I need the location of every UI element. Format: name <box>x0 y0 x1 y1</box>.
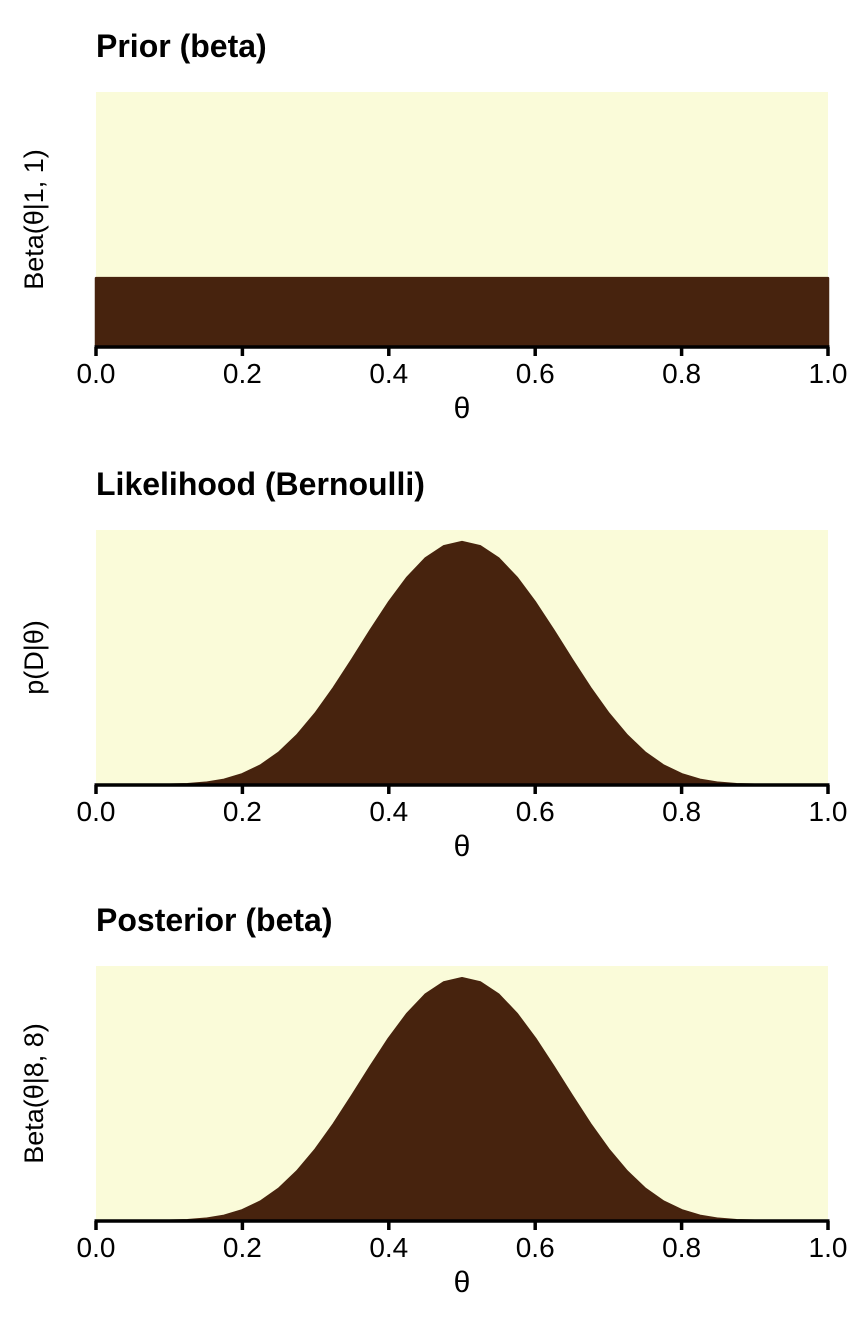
x-tick-label: 1.0 <box>808 796 848 827</box>
x-tick-label: 0.2 <box>222 1232 262 1263</box>
panel-posterior: Posterior (beta) Beta(θ|8, 8) 0.0 0.2 0.4 0… <box>0 874 864 1322</box>
y-axis-label-posterior: Beta(θ|8, 8) <box>18 1023 49 1164</box>
x-tick-label: 0.0 <box>76 796 116 827</box>
x-axis-ticks-likelihood: 0.0 0.2 0.4 0.6 0.8 1.0 <box>77 796 848 830</box>
x-tick-label: 1.0 <box>808 1232 848 1263</box>
x-axis-ticks-prior: 0.0 0.2 0.4 0.6 0.8 1.0 <box>77 358 848 392</box>
x-axis-label-posterior: θ <box>453 1266 471 1299</box>
x-axis-ticks-posterior: 0.0 0.2 0.4 0.6 0.8 1.0 <box>77 1232 848 1266</box>
y-axis-label-prior: Beta(θ|1, 1) <box>18 149 49 290</box>
chart-canvas-prior <box>94 92 830 356</box>
x-tick-label: 0.4 <box>369 796 409 827</box>
x-tick-label: 0.6 <box>515 796 555 827</box>
x-tick-label: 0.0 <box>76 1232 116 1263</box>
x-tick-label: 0.8 <box>662 358 702 389</box>
x-tick-label: 0.6 <box>515 358 555 389</box>
x-axis-label-likelihood: θ <box>453 830 471 863</box>
y-axis-label-box: Beta(θ|1, 1) <box>6 92 62 347</box>
plot-area-prior <box>94 92 830 356</box>
chart-canvas-posterior <box>94 966 830 1230</box>
x-axis-label-prior: θ <box>453 392 471 425</box>
x-tick-label: 0.2 <box>222 358 262 389</box>
x-tick-label: 0.4 <box>369 358 409 389</box>
x-tick-label: 1.0 <box>808 358 848 389</box>
x-tick-label: 0.2 <box>222 796 262 827</box>
panel-likelihood: Likelihood (Bernoulli) p(D|θ) 0.0 0.2 0.4 0… <box>0 438 864 886</box>
chart-canvas-likelihood <box>94 530 830 794</box>
y-axis-label-box: Beta(θ|8, 8) <box>6 966 62 1221</box>
x-tick-label: 0.4 <box>369 1232 409 1263</box>
x-tick-label: 0.0 <box>76 358 116 389</box>
x-tick-label: 0.8 <box>662 796 702 827</box>
panel-title-prior: Prior (beta) <box>96 28 267 64</box>
x-tick-label: 0.8 <box>662 1232 702 1263</box>
panel-prior: Prior (beta) Beta(θ|1, 1) 0.0 0.2 0.4 0.6 0.… <box>0 0 864 448</box>
y-axis-label-box: p(D|θ) <box>6 530 62 785</box>
panel-title-posterior: Posterior (beta) <box>96 902 333 938</box>
plot-area-posterior <box>94 966 830 1230</box>
y-axis-label-likelihood: p(D|θ) <box>18 620 49 695</box>
panel-title-likelihood: Likelihood (Bernoulli) <box>96 466 425 502</box>
plot-area-likelihood <box>94 530 830 794</box>
x-tick-label: 0.6 <box>515 1232 555 1263</box>
